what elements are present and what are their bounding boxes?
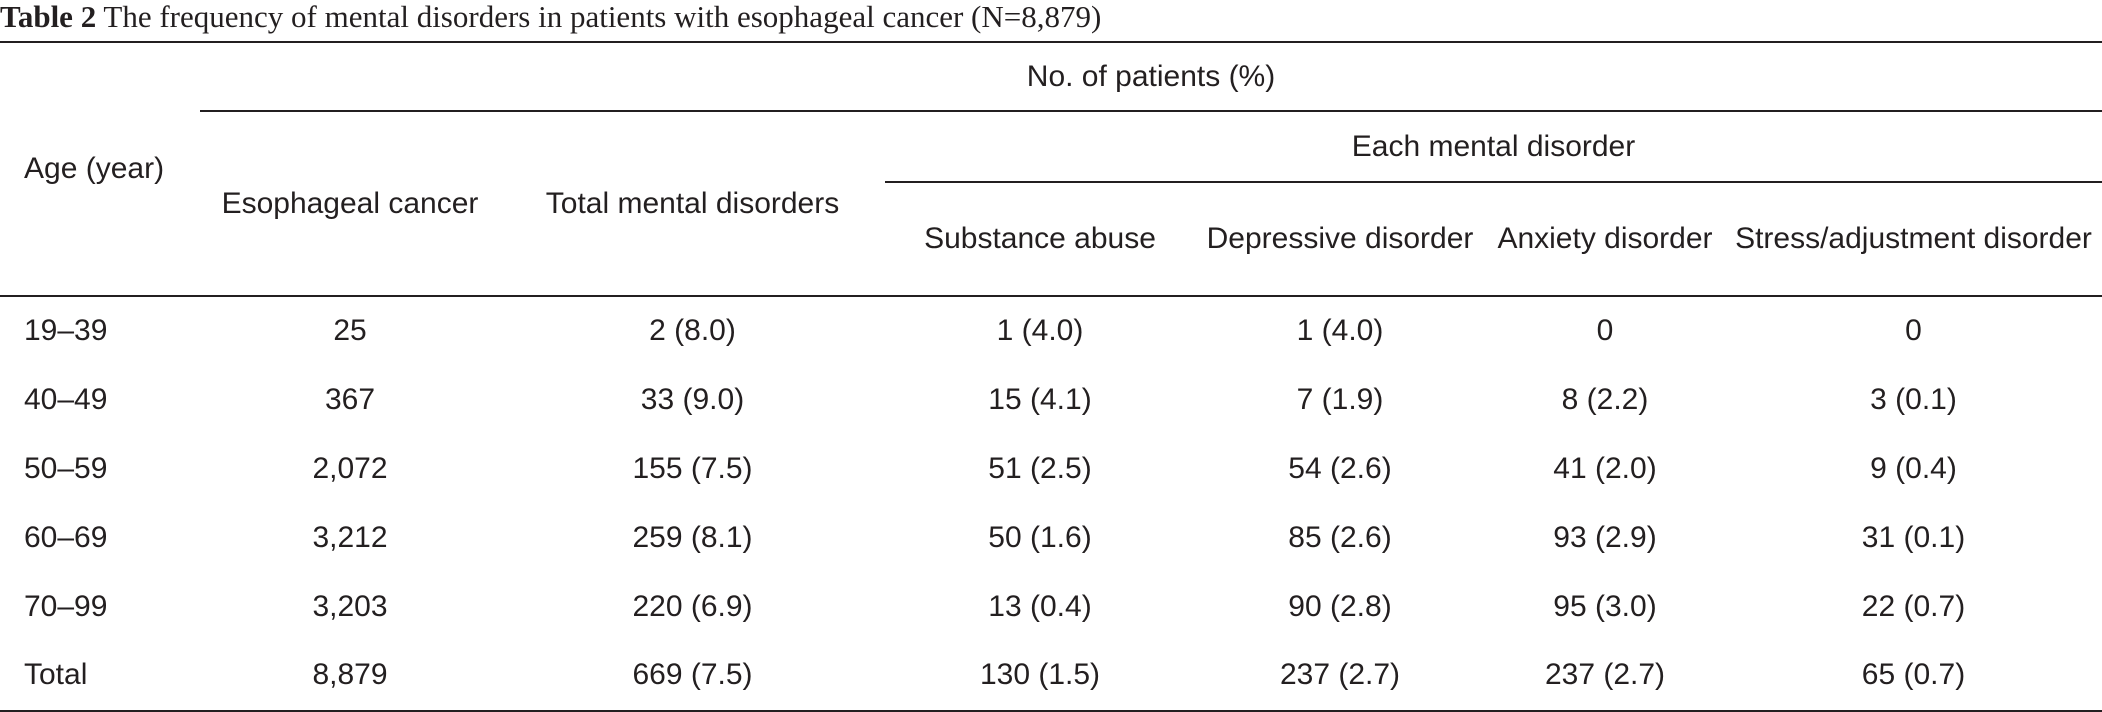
header-age: Age (year) [0, 41, 200, 297]
cell-total-mental-disorders: 2 (8.0) [649, 314, 736, 348]
cell-substance-abuse: 13 (0.4) [988, 589, 1092, 623]
cell-stress-adjustment-disorder: 0 [1905, 314, 1922, 348]
cell-anxiety-disorder: 8 (2.2) [1561, 383, 1649, 417]
cell-depressive-disorder: 90 (2.8) [1288, 589, 1392, 623]
cell-total-mental-disorders: 669 (7.5) [500, 640, 885, 712]
cell-depressive-disorder: 237 (2.7) [1195, 640, 1485, 712]
table-row: 19–39 25 2 (8.0) 1 (4.0) 1 (4.0) 0 0 [0, 296, 2102, 366]
cell-age: 70–99 [24, 589, 108, 623]
cell-esophageal-cancer: 3,212 [312, 520, 388, 554]
cell-total-mental-disorders: 259 (8.1) [632, 520, 753, 554]
header-substance-abuse: Substance abuse [885, 182, 1195, 297]
table-title: The frequency of mental disorders in pat… [96, 0, 1102, 34]
header-depressive-disorder: Depressive disorder [1195, 182, 1485, 297]
header-total-mental-disorders: Total mental disorders [500, 111, 885, 297]
cell-depressive-disorder: 54 (2.6) [1288, 451, 1392, 485]
cell-anxiety-disorder: 41 (2.0) [1553, 451, 1657, 485]
table-number: Table 2 [0, 0, 97, 34]
table-row: 70–99 3,203 220 (6.9) 13 (0.4) 90 (2.8) … [0, 572, 2102, 641]
cell-stress-adjustment-disorder: 22 (0.7) [1861, 589, 1966, 623]
cell-stress-adjustment-disorder: 31 (0.1) [1861, 520, 1966, 554]
cell-anxiety-disorder: 95 (3.0) [1553, 589, 1657, 623]
table-row-total: Total 8,879 669 (7.5) 130 (1.5) 237 (2.7… [0, 640, 2102, 712]
table-row: 50–59 2,072 155 (7.5) 51 (2.5) 54 (2.6) … [0, 435, 2102, 504]
cell-age: 19–39 [24, 314, 108, 348]
cell-stress-adjustment-disorder: 65 (0.7) [1725, 640, 2102, 712]
table-caption: Table 2 The frequency of mental disorder… [0, 0, 1101, 38]
mental-disorder-frequency-table: Age (year) No. of patients (%) Esophagea… [0, 41, 2102, 712]
cell-substance-abuse: 50 (1.6) [988, 520, 1092, 554]
header-stress-adjustment-disorder: Stress/adjustment disorder [1725, 182, 2102, 297]
table-row: 60–69 3,212 259 (8.1) 50 (1.6) 85 (2.6) … [0, 503, 2102, 572]
cell-esophageal-cancer: 2,072 [312, 451, 388, 485]
cell-age: Total [0, 640, 200, 712]
cell-depressive-disorder: 7 (1.9) [1296, 383, 1384, 417]
cell-age: 60–69 [24, 520, 108, 554]
cell-anxiety-disorder: 0 [1596, 314, 1614, 348]
cell-substance-abuse: 15 (4.1) [988, 383, 1092, 417]
cell-total-mental-disorders: 33 (9.0) [640, 383, 745, 417]
cell-esophageal-cancer: 8,879 [200, 640, 500, 712]
header-anxiety-disorder: Anxiety disorder [1485, 182, 1725, 297]
cell-age: 50–59 [24, 451, 108, 485]
cell-substance-abuse: 130 (1.5) [885, 640, 1195, 712]
cell-anxiety-disorder: 93 (2.9) [1553, 520, 1657, 554]
cell-age: 40–49 [24, 383, 108, 417]
cell-esophageal-cancer: 367 [324, 383, 376, 417]
header-esophageal-cancer: Esophageal cancer [200, 111, 500, 297]
cell-substance-abuse: 1 (4.0) [996, 314, 1084, 348]
header-no-of-patients: No. of patients (%) [200, 41, 2102, 112]
cell-depressive-disorder: 85 (2.6) [1288, 520, 1392, 554]
cell-total-mental-disorders: 220 (6.9) [632, 589, 753, 623]
cell-depressive-disorder: 1 (4.0) [1296, 314, 1384, 348]
header-each-mental-disorder: Each mental disorder [885, 111, 2102, 183]
cell-substance-abuse: 51 (2.5) [988, 451, 1092, 485]
table-body: 19–39 25 2 (8.0) 1 (4.0) 1 (4.0) 0 0 40–… [0, 296, 2102, 712]
cell-total-mental-disorders: 155 (7.5) [632, 451, 753, 485]
cell-anxiety-disorder: 237 (2.7) [1485, 640, 1725, 712]
cell-esophageal-cancer: 3,203 [312, 589, 388, 623]
cell-stress-adjustment-disorder: 3 (0.1) [1870, 383, 1957, 417]
table-row: 40–49 367 33 (9.0) 15 (4.1) 7 (1.9) 8 (2… [0, 366, 2102, 435]
cell-stress-adjustment-disorder: 9 (0.4) [1870, 451, 1957, 485]
cell-esophageal-cancer: 25 [333, 314, 367, 348]
